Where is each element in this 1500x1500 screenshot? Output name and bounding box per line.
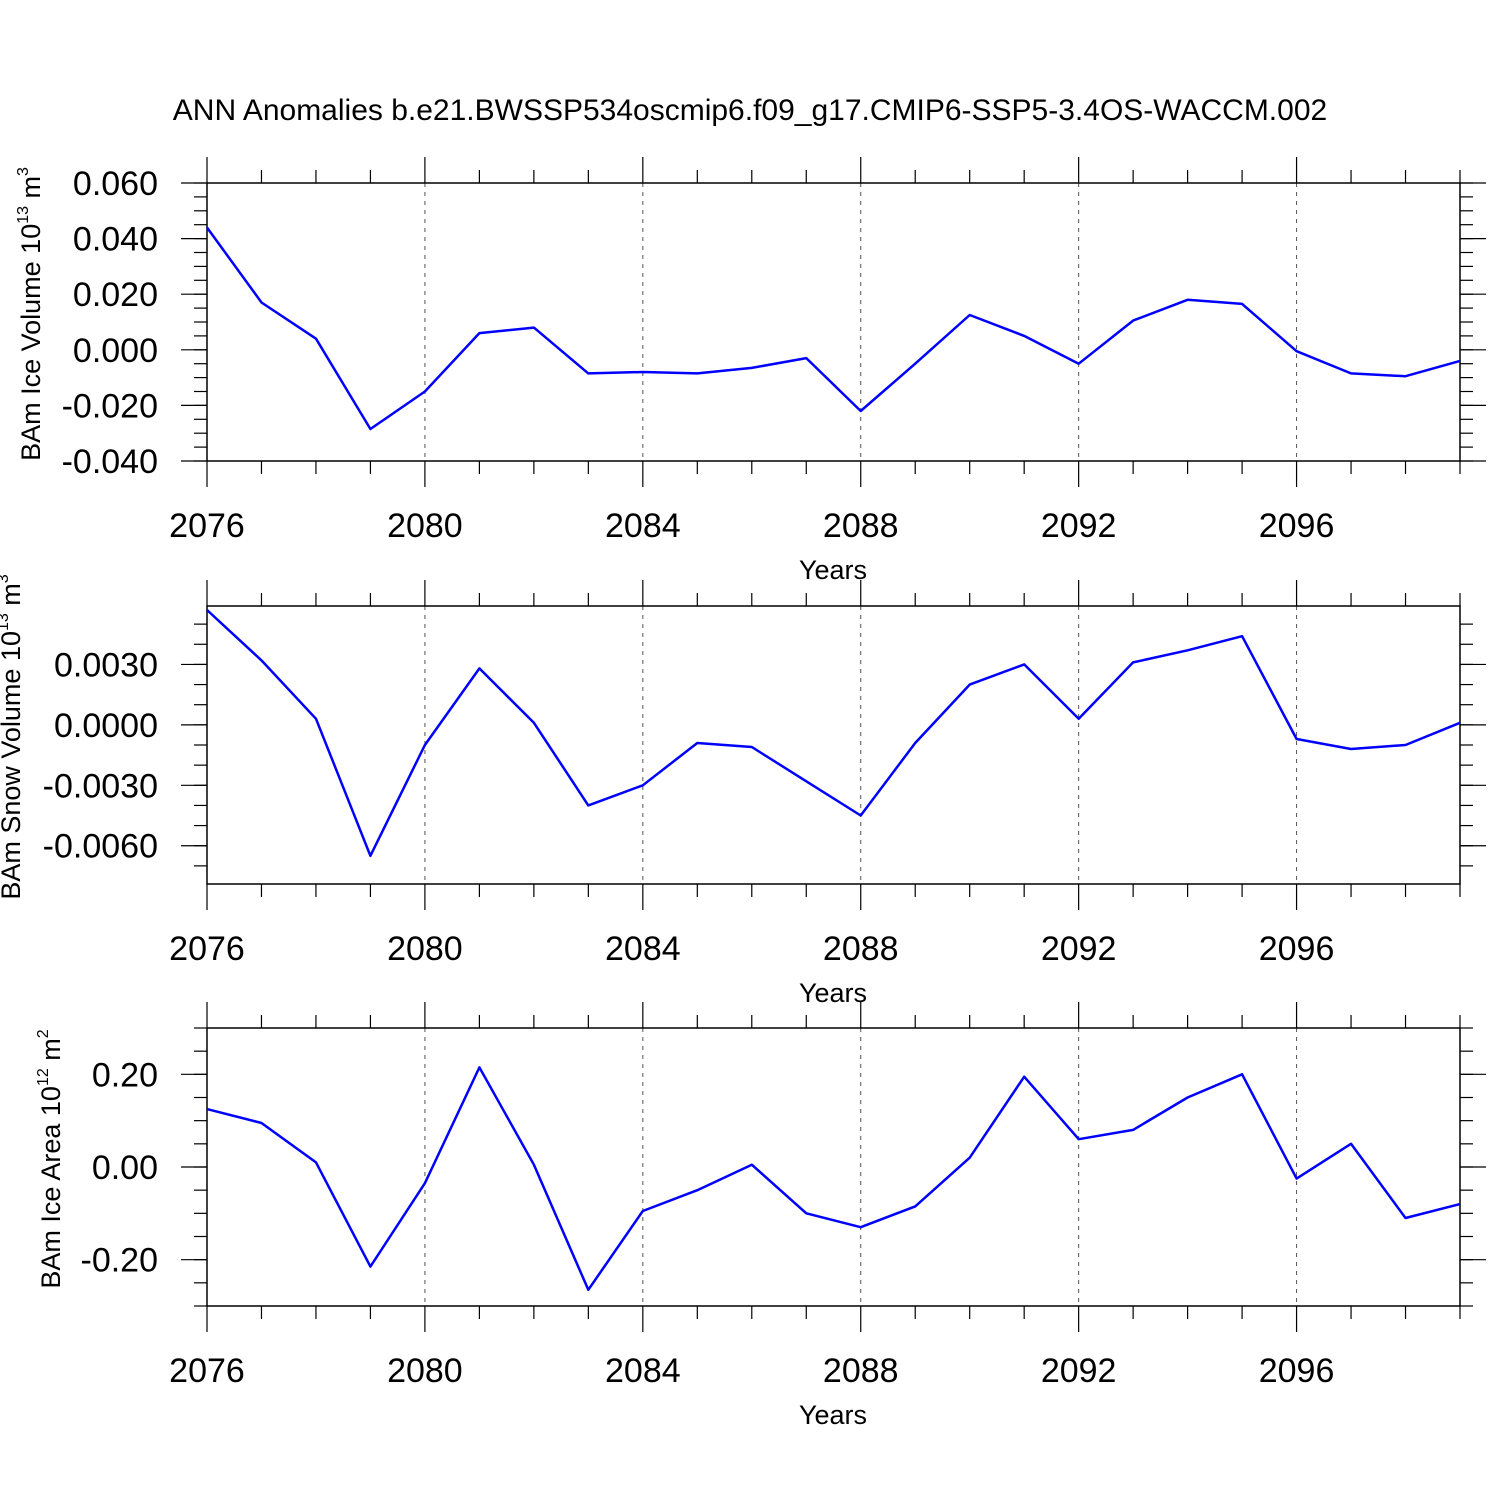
x-tick-label: 2080 — [387, 1352, 463, 1390]
y-tick-label: -0.0060 — [43, 828, 158, 866]
panel-2: -0.0060 -0.0030 0.0000 0.0030 2076 2080 2084 20… — [0, 574, 1486, 1008]
y-axis-label-superscript: 3 — [15, 167, 32, 176]
x-tick-label: 2084 — [605, 1352, 681, 1390]
x-tick-label: 2092 — [1041, 930, 1117, 968]
y-tick-label: 0.060 — [73, 165, 158, 203]
y-axis-label-superscript: 13 — [15, 206, 32, 224]
x-tick-label: 2084 — [605, 930, 681, 968]
x-axis-label: Years — [799, 555, 867, 585]
y-axis-label-text: m — [0, 583, 26, 613]
x-tick-label: 2076 — [169, 1352, 245, 1390]
plot-frame — [206, 605, 1461, 885]
x-tick-label: 2096 — [1259, 507, 1335, 545]
panel-3: -0.20 0.00 0.20 2076 2080 2084 2088 2092 2096 Yea… — [35, 1002, 1486, 1430]
panels: -0.040 -0.020 0.000 0.020 0.040 0.060 2076 2080… — [0, 157, 1486, 1430]
x-tick-label: 2076 — [169, 507, 245, 545]
series-line — [206, 1066, 1461, 1292]
y-axis-label-text: BAm Ice Area 10 — [36, 1086, 66, 1289]
plot-frame — [206, 1027, 1461, 1307]
figure-title: ANN Anomalies b.e21.BWSSP534oscmip6.f09_… — [173, 94, 1327, 127]
x-tick-label: 2092 — [1041, 1352, 1117, 1390]
x-tick-label: 2084 — [605, 507, 681, 545]
y-tick-label: -0.20 — [81, 1242, 159, 1280]
y-axis-label: BAm Snow Volume 1013 m3 — [0, 574, 26, 899]
y-tick-label: 0.040 — [73, 221, 158, 259]
y-axis-label: BAm Ice Area 1012 m2 — [35, 1029, 66, 1288]
series-line — [206, 609, 1461, 858]
x-axis-label: Years — [799, 978, 867, 1008]
x-tick-label: 2096 — [1259, 1352, 1335, 1390]
x-tick-label: 2088 — [823, 930, 899, 968]
y-axis-label-superscript: 12 — [35, 1068, 52, 1086]
y-axis-label-text: m — [36, 1038, 66, 1068]
plot-frame — [206, 182, 1461, 462]
y-tick-label: 0.0030 — [54, 646, 158, 684]
panel-1: -0.040 -0.020 0.000 0.020 0.040 0.060 2076 2080… — [15, 157, 1486, 585]
x-tick-label: 2096 — [1259, 930, 1335, 968]
y-tick-label: 0.0000 — [54, 707, 158, 745]
x-tick-label: 2080 — [387, 930, 463, 968]
y-axis-label-text: m — [16, 176, 46, 206]
y-axis-label-superscript: 13 — [0, 613, 12, 631]
y-tick-label: 0.020 — [73, 276, 158, 314]
y-tick-label: 0.000 — [73, 332, 158, 370]
y-tick-label: 0.20 — [92, 1056, 158, 1094]
x-axis-label: Years — [799, 1400, 867, 1430]
series-line — [205, 226, 1461, 431]
x-tick-label: 2092 — [1041, 507, 1117, 545]
x-tick-label: 2080 — [387, 507, 463, 545]
y-axis-label-superscript: 2 — [35, 1029, 52, 1038]
x-tick-label: 2076 — [169, 930, 245, 968]
y-axis-label-text: BAm Snow Volume 10 — [0, 631, 26, 900]
x-tick-label: 2088 — [823, 1352, 899, 1390]
y-tick-label: -0.020 — [62, 387, 158, 425]
y-axis-label-text: BAm Ice Volume 10 — [16, 224, 46, 461]
y-tick-label: -0.0030 — [43, 767, 158, 805]
y-tick-label: 0.00 — [92, 1149, 158, 1187]
y-axis-label-superscript: 3 — [0, 574, 12, 583]
x-tick-label: 2088 — [823, 507, 899, 545]
y-axis-label: BAm Ice Volume 1013 m3 — [15, 167, 46, 461]
y-tick-label: -0.040 — [62, 443, 158, 481]
